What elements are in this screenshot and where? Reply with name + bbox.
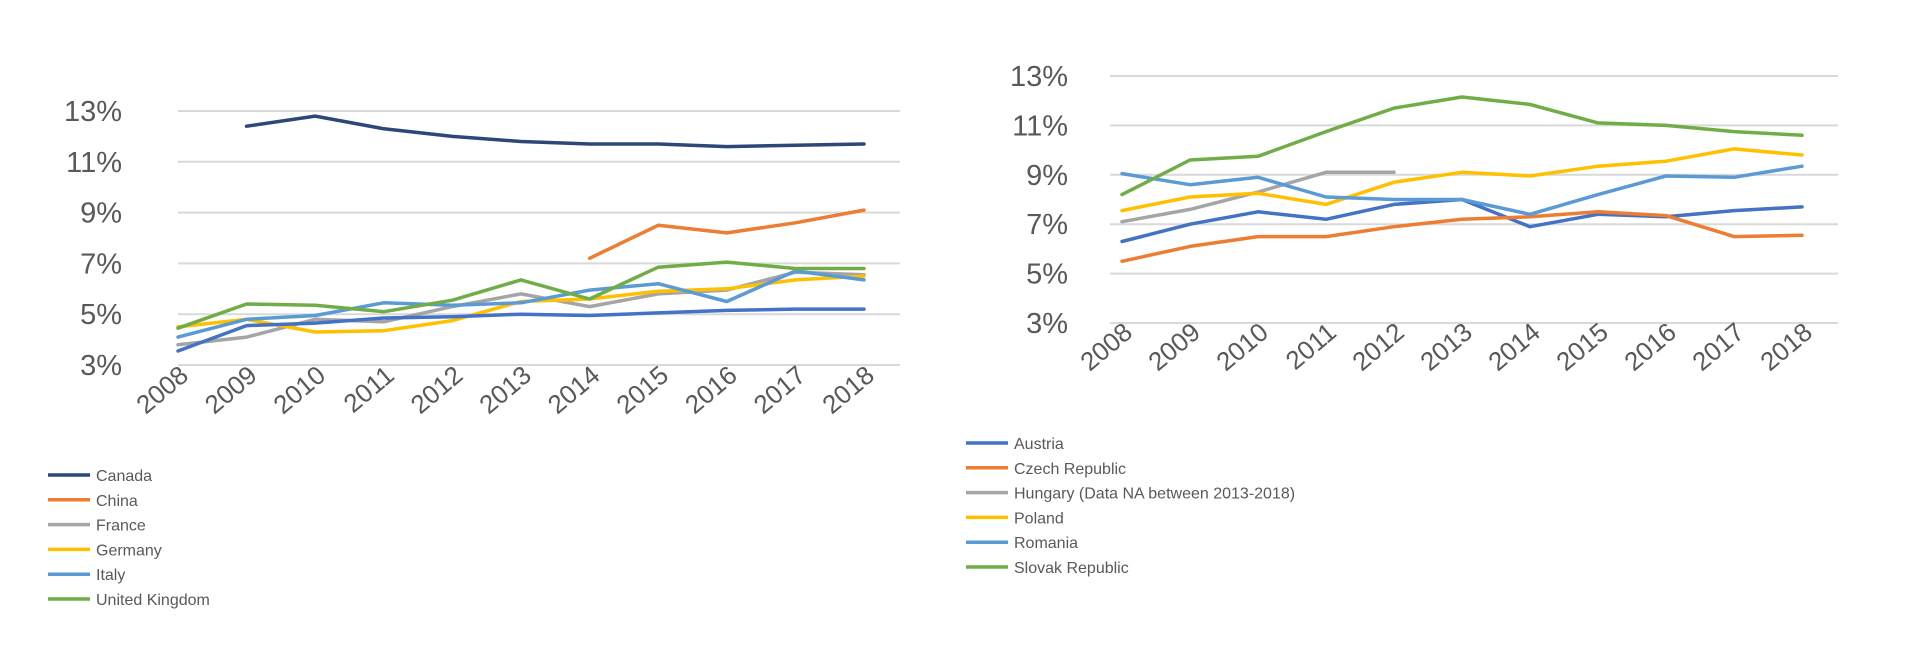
legend-label: Slovak Republic: [1014, 560, 1129, 577]
legend-label: United Kingdom: [96, 592, 210, 609]
x-tick-label: 2008: [130, 360, 194, 420]
x-tick-label: 2011: [1280, 317, 1342, 376]
legend-label: Poland: [1014, 510, 1064, 527]
x-tick-label: 2017: [748, 360, 812, 420]
legend-label: Austria: [1014, 436, 1064, 453]
series-line-0-0: [244, 114, 866, 149]
series-line-0-6: [176, 307, 866, 353]
legend-label: France: [96, 518, 146, 535]
legend-label: Germany: [96, 542, 162, 559]
legend-label: Canada: [96, 468, 152, 485]
x-tick-label: 2016: [679, 360, 743, 420]
legend-label: Hungary (Data NA between 2013-2018): [1014, 486, 1295, 503]
x-tick-label: 2009: [1142, 317, 1206, 377]
x-tick-label: 2014: [1482, 317, 1546, 377]
y-tick-label: 3%: [1026, 308, 1068, 340]
x-tick-label: 2017: [1686, 317, 1750, 377]
y-tick-label: 9%: [80, 198, 122, 230]
y-tick-label: 11%: [66, 147, 122, 179]
x-tick-label: 2013: [1414, 317, 1478, 377]
y-tick-label: 13%: [1010, 61, 1068, 93]
y-tick-label: 9%: [1026, 160, 1068, 192]
legend-label: Romania: [1014, 535, 1078, 552]
left-line-chart: 3%5%7%9%11%13%2008 2009 2010 2011 2012 2013 20…: [48, 96, 900, 609]
legend-label: Italy: [96, 567, 125, 584]
legend-label: China: [96, 493, 138, 510]
x-tick-label: 2010: [1210, 317, 1274, 377]
series-line-1-1: [1120, 210, 1804, 264]
x-tick-label: 2015: [610, 360, 674, 420]
right-line-chart: 3%5%7%9%11%13%2008 2009 2010 2011 2012 2013 20…: [966, 61, 1838, 577]
series-line-1-4: [1120, 164, 1804, 217]
y-tick-label: 7%: [80, 248, 122, 280]
x-tick-label: 2009: [199, 360, 263, 420]
y-tick-label: 13%: [64, 96, 122, 128]
x-tick-label: 2014: [542, 360, 606, 420]
y-tick-label: 5%: [80, 299, 122, 331]
x-tick-label: 2010: [267, 360, 331, 420]
x-tick-label: 2018: [816, 360, 880, 420]
x-tick-label: 2011: [338, 360, 400, 419]
series-line-0-4: [176, 269, 866, 339]
x-tick-label: 2016: [1618, 317, 1682, 377]
x-tick-label: 2012: [405, 360, 469, 420]
y-tick-label: 7%: [1026, 209, 1068, 241]
series-line-1-3: [1120, 147, 1804, 213]
y-tick-label: 11%: [1012, 110, 1068, 142]
y-tick-label: 3%: [80, 350, 122, 382]
x-tick-label: 2008: [1074, 317, 1138, 377]
legend-label: Czech Republic: [1014, 461, 1126, 478]
x-tick-label: 2018: [1754, 317, 1818, 377]
y-tick-label: 5%: [1026, 259, 1068, 291]
series-line-0-5: [176, 260, 866, 330]
x-tick-label: 2015: [1550, 317, 1614, 377]
x-tick-label: 2013: [473, 360, 537, 420]
series-line-1-5: [1120, 95, 1804, 197]
series-line-0-1: [587, 208, 866, 261]
x-tick-label: 2012: [1346, 317, 1410, 377]
